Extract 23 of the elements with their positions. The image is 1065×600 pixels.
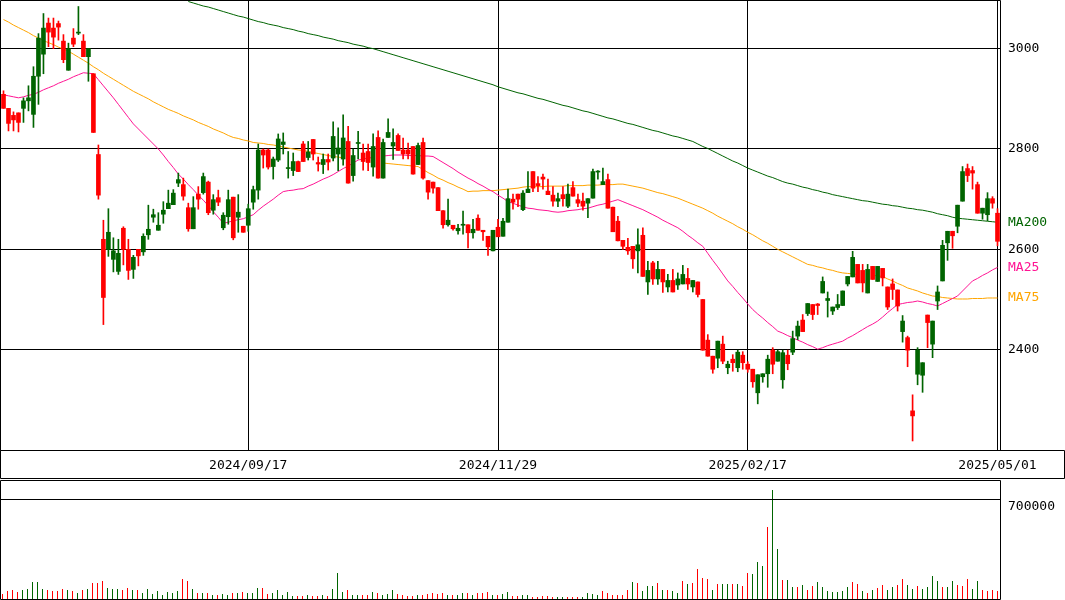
x-tick-label: 2024/11/29 — [458, 457, 538, 473]
candlestick — [315, 156, 321, 172]
candlestick — [460, 210, 466, 235]
y-tick-label: 2400 — [1008, 341, 1040, 357]
y-tick-label: 2800 — [1008, 140, 1040, 156]
y-tick-label: 2600 — [1008, 240, 1040, 256]
series-label: MA25 — [1008, 258, 1040, 274]
series-label: MA200 — [1008, 213, 1048, 229]
x-tick-label: 2025/02/17 — [708, 457, 787, 473]
candlestick — [730, 354, 736, 372]
candlestick — [195, 186, 201, 210]
candlestick — [600, 167, 606, 185]
candlestick — [235, 194, 241, 233]
y-tick-label: 3000 — [1008, 40, 1040, 56]
x-tick-label: 2025/05/01 — [958, 457, 1037, 473]
series-label: MA75 — [1008, 289, 1040, 305]
candlestick — [325, 153, 331, 171]
x-tick-label: 2024/09/17 — [209, 457, 288, 473]
text: 700000 — [1008, 498, 1055, 514]
candlestick — [355, 131, 361, 160]
candlestick — [560, 186, 566, 207]
candlestick — [510, 193, 516, 210]
candlestick — [635, 228, 641, 274]
